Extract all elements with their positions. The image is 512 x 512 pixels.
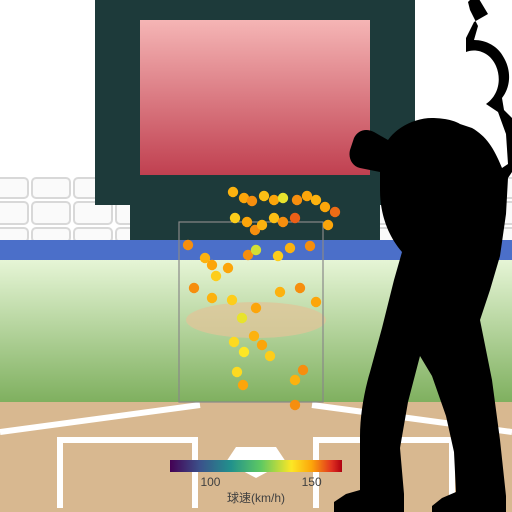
pitch-point: [232, 367, 242, 377]
pitch-point: [251, 303, 261, 313]
pitch-point: [278, 217, 288, 227]
pitch-point: [183, 240, 193, 250]
pitch-point: [249, 331, 259, 341]
pitch-point: [239, 347, 249, 357]
pitch-point: [230, 213, 240, 223]
pitch-point: [259, 191, 269, 201]
pitch-point: [305, 241, 315, 251]
pitch-point: [227, 295, 237, 305]
pitch-point: [290, 375, 300, 385]
pitch-point: [257, 340, 267, 350]
pitch-point: [302, 191, 312, 201]
colorbar-tick-label: 100: [200, 475, 220, 489]
pitch-point: [265, 351, 275, 361]
pitch-point: [257, 220, 267, 230]
pitch-point: [290, 213, 300, 223]
pitch-point: [269, 195, 279, 205]
pitch-point: [228, 187, 238, 197]
pitch-point: [223, 263, 233, 273]
pitch-point: [311, 195, 321, 205]
colorbar-tick-label: 150: [302, 475, 322, 489]
pitch-point: [238, 380, 248, 390]
pitch-point: [292, 195, 302, 205]
pitch-point: [269, 213, 279, 223]
pitch-point: [330, 207, 340, 217]
pitch-point: [323, 220, 333, 230]
pitch-point: [295, 283, 305, 293]
pitch-point: [207, 293, 217, 303]
pitch-point: [211, 271, 221, 281]
pitch-point: [278, 193, 288, 203]
pitch-point: [237, 313, 247, 323]
colorbar-label: 球速(km/h): [227, 491, 285, 505]
pitch-point: [275, 287, 285, 297]
pitch-point: [273, 251, 283, 261]
pitch-point: [320, 202, 330, 212]
scoreboard-screen: [140, 20, 370, 175]
pitch-point: [229, 337, 239, 347]
pitch-point: [290, 400, 300, 410]
pitch-point: [247, 196, 257, 206]
pitch-point: [251, 245, 261, 255]
pitch-point: [242, 217, 252, 227]
pitch-point: [298, 365, 308, 375]
pitch-point: [311, 297, 321, 307]
pitch-point: [189, 283, 199, 293]
pitch-point: [207, 260, 217, 270]
pitch-point: [285, 243, 295, 253]
